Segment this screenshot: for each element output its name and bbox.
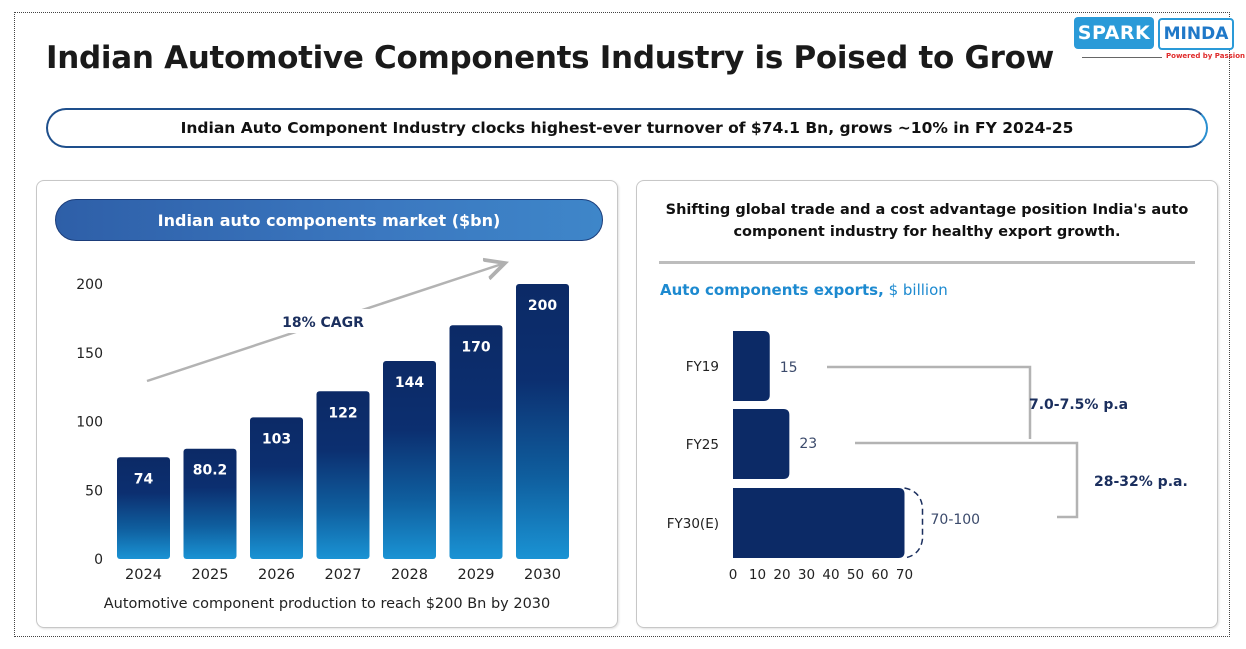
growth-rate-label-1: 7.0-7.5% p.a [1029,397,1128,413]
market-bar [250,417,303,559]
y-tick-label: 200 [76,277,103,293]
page-title: Indian Automotive Components Industry is… [46,40,1054,76]
cagr-label: 18% CAGR [282,315,364,331]
range-brace [904,487,924,559]
market-bar [316,391,370,559]
exports-heading-line1: Shifting global trade and a cost advanta… [665,202,1189,218]
market-bar-chart: 0 50 100 150 200 74 80.2 103 122 144 170 200 2024 2… [76,181,569,583]
export-category-label: FY30(E) [667,516,719,532]
market-bar-value: 144 [395,375,424,391]
market-bar-value: 122 [328,405,357,421]
x-tick-label: 2030 [524,567,561,583]
exports-heading: Shifting global trade and a cost advanta… [651,199,1203,243]
export-bar-value: 70-100 [931,512,981,528]
x-tick-label: 20 [773,567,790,583]
export-bar-value: 23 [799,436,817,452]
market-chart-title: Indian auto components market ($bn) [55,199,603,241]
x-tick-label: 50 [847,567,864,583]
x-tick-label: 70 [896,567,913,583]
export-bar [733,488,905,558]
logo-minda: MINDA [1158,18,1234,50]
growth-rate-label-2: 28-32% p.a. [1094,474,1188,490]
market-bar-value: 170 [461,339,490,355]
x-tick-label: 40 [822,567,839,583]
exports-chart-title: Auto components exports, $ billion [660,281,948,299]
market-bar-value: 200 [528,298,557,314]
spark-minda-logo: SPARK MINDA Powered by Passion [1074,17,1245,63]
page-frame [14,12,1230,637]
section-divider [659,261,1195,264]
market-bar [117,457,170,559]
market-caption: Automotive component production to reach… [103,596,551,612]
x-tick-label: 30 [798,567,815,583]
cagr-label-bg [269,309,377,333]
x-tick-label: 2029 [458,567,495,583]
logo-spark: SPARK [1074,17,1154,49]
x-tick-label: 2026 [258,567,295,583]
export-bar [733,409,790,479]
banner-text: Indian Auto Component Industry clocks hi… [180,119,1074,137]
growth-connector-1 [827,365,1032,439]
logo-tagline: Powered by Passion [1166,52,1246,60]
exports-bar-chart: FY19 FY25 FY30(E) 15 23 70-100 7.0-7.5% p.a 28-… [667,331,1188,583]
x-tick-label: 0 [729,567,738,583]
export-category-label: FY19 [686,359,719,375]
export-bar [733,331,770,401]
x-tick-label: 2024 [125,567,162,583]
y-tick-label: 150 [76,346,103,362]
export-bar-value: 15 [780,360,798,376]
headline-banner: Indian Auto Component Industry clocks hi… [46,108,1208,148]
growth-connector-2 [855,441,1079,519]
y-tick-label: 0 [94,552,103,568]
market-bar-value: 74 [134,471,154,487]
x-tick-label: 2028 [391,567,428,583]
y-tick-label: 50 [85,483,103,499]
export-category-label: FY25 [686,437,719,453]
market-bar [449,325,503,559]
exports-heading-line2: component industry for healthy export gr… [733,224,1121,240]
y-tick-label: 100 [76,415,103,431]
logo-divider [1082,57,1162,58]
market-panel: Indian auto components market ($bn) 0 50 1… [36,180,618,628]
exports-title-unit: $ billion [883,281,948,299]
exports-title-bold: Auto components exports, [660,281,884,299]
market-bar-value: 103 [262,431,291,447]
x-tick-label: 60 [871,567,888,583]
exports-panel: Shifting global trade and a cost advanta… [636,180,1218,628]
x-tick-label: 2025 [192,567,229,583]
market-chart-title-text: Indian auto components market ($bn) [157,210,501,230]
market-bar [516,284,569,559]
market-bar [183,448,237,559]
x-tick-label: 10 [749,567,766,583]
market-bar-value: 80.2 [193,463,228,479]
market-bar [383,361,436,559]
x-tick-label: 2027 [325,567,362,583]
